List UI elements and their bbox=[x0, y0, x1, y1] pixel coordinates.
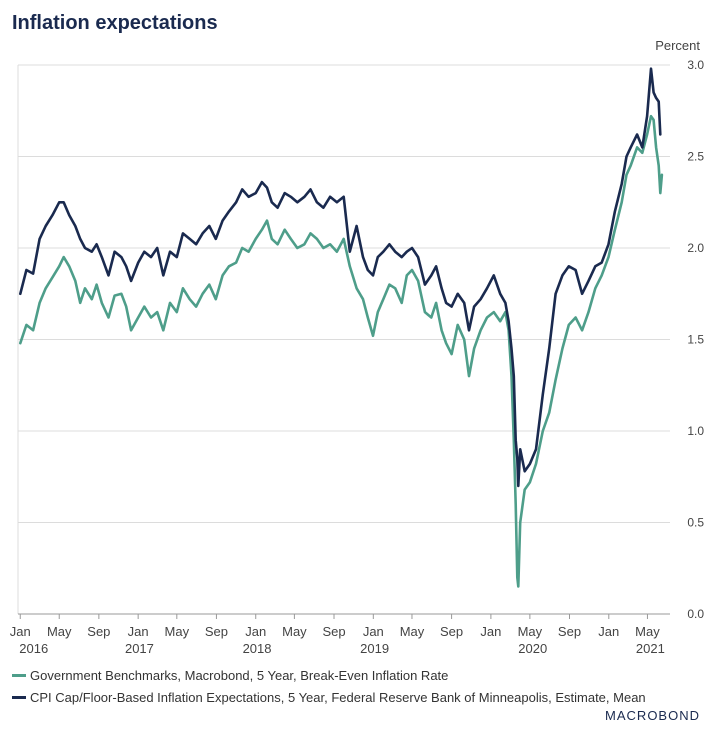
x-tick-label: Sep bbox=[205, 624, 228, 639]
legend-swatch-cpi-expectations bbox=[12, 695, 26, 699]
x-tick-label: May bbox=[635, 624, 660, 639]
y-tick-label: 1.5 bbox=[687, 333, 704, 347]
x-year-label: 2021 bbox=[636, 641, 665, 656]
x-year-label: 2020 bbox=[518, 641, 547, 656]
x-tick-label: Sep bbox=[87, 624, 110, 639]
y-tick-label: 0.0 bbox=[687, 607, 704, 621]
x-tick-label: May bbox=[518, 624, 543, 639]
x-year-label: 2019 bbox=[360, 641, 389, 656]
x-tick-label: Jan bbox=[10, 624, 31, 639]
legend-label-cpi-expectations: CPI Cap/Floor-Based Inflation Expectatio… bbox=[30, 689, 646, 705]
x-tick-label: Jan bbox=[363, 624, 384, 639]
macrobond-logo: MACROBOND bbox=[605, 708, 700, 723]
y-axis-unit-label: Percent bbox=[655, 38, 700, 53]
y-tick-label: 2.5 bbox=[687, 150, 704, 164]
x-year-label: 2017 bbox=[125, 641, 154, 656]
x-tick-label: May bbox=[165, 624, 190, 639]
legend-item-cpi-expectations: CPI Cap/Floor-Based Inflation Expectatio… bbox=[12, 686, 646, 708]
x-tick-label: Jan bbox=[245, 624, 266, 639]
series-line-cpi-expectations bbox=[19, 67, 662, 488]
x-tick-label: Sep bbox=[322, 624, 345, 639]
y-tick-label: 1.0 bbox=[687, 424, 704, 438]
y-tick-label: 0.5 bbox=[687, 516, 704, 530]
x-tick-label: Sep bbox=[440, 624, 463, 639]
y-tick-label: 3.0 bbox=[687, 58, 704, 72]
x-tick-label: May bbox=[47, 624, 72, 639]
legend-swatch-breakeven bbox=[12, 673, 26, 677]
legend-item-breakeven: Government Benchmarks, Macrobond, 5 Year… bbox=[12, 664, 646, 686]
x-tick-label: Jan bbox=[128, 624, 149, 639]
y-tick-label: 2.0 bbox=[687, 241, 704, 255]
x-year-label: 2018 bbox=[243, 641, 272, 656]
x-tick-label: May bbox=[282, 624, 307, 639]
x-tick-label: Jan bbox=[480, 624, 501, 639]
chart-title: Inflation expectations bbox=[12, 12, 218, 34]
x-tick-label: May bbox=[400, 624, 425, 639]
series-line-breakeven bbox=[19, 114, 664, 588]
x-tick-label: Jan bbox=[598, 624, 619, 639]
legend: Government Benchmarks, Macrobond, 5 Year… bbox=[12, 664, 646, 708]
legend-label-breakeven: Government Benchmarks, Macrobond, 5 Year… bbox=[30, 667, 449, 683]
x-year-label: 2016 bbox=[19, 641, 48, 656]
x-tick-label: Sep bbox=[558, 624, 581, 639]
